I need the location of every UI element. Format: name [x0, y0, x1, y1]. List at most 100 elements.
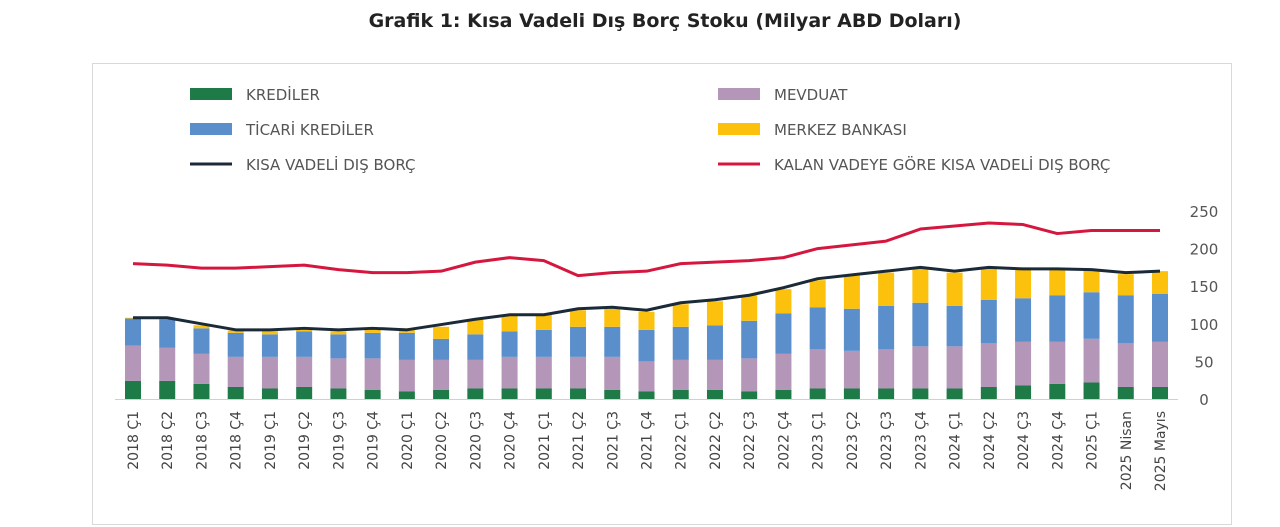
bar-ti-cari-kredi-ler: [125, 318, 141, 346]
bar-merkez-bankasi: [1117, 274, 1134, 296]
y-tick-label: 250: [1190, 203, 1219, 221]
bar-kredi-ler: [1117, 386, 1134, 399]
bar-ti-cari-kredi-ler: [980, 299, 997, 344]
bar-merkez-bankasi: [706, 301, 723, 326]
x-tick-label: 2019 Ç4: [366, 411, 382, 470]
bar-ti-cari-kredi-ler: [330, 334, 347, 359]
legend-swatch: [718, 88, 760, 100]
x-tick-label: 2025 Nisan: [1119, 411, 1135, 490]
chart-title: Grafik 1: Kısa Vadeli Dış Borç Stoku (Mi…: [368, 10, 962, 32]
legend-label: TİCARİ KREDİLER: [245, 120, 374, 139]
x-tick-label: 2019 Ç1: [263, 411, 279, 470]
bar-ti-cari-kredi-ler: [570, 326, 587, 357]
x-tick-label: 2020 Ç3: [468, 411, 484, 470]
bar-merkez-bankasi: [570, 310, 587, 327]
bar-kredi-ler: [467, 388, 484, 399]
bar-ti-cari-kredi-ler: [706, 325, 723, 360]
bar-kredi-ler: [741, 391, 758, 399]
bar-kredi-ler: [672, 389, 689, 399]
bar-merkez-bankasi: [364, 328, 381, 333]
bar-ti-cari-kredi-ler: [296, 331, 313, 357]
bar-ti-cari-kredi-ler: [672, 326, 689, 360]
bar-merkez-bankasi: [1152, 271, 1168, 294]
x-tick-label: 2020 Ç1: [400, 411, 416, 470]
bar-ti-cari-kredi-ler: [912, 302, 929, 347]
bar-mevduat: [159, 347, 176, 381]
bar-mevduat: [227, 356, 244, 387]
bar-ti-cari-kredi-ler: [261, 334, 278, 357]
bar-merkez-bankasi: [296, 329, 313, 332]
legend-label: KISA VADELİ DIŞ BORÇ: [246, 155, 415, 174]
bar-mevduat: [946, 346, 963, 389]
x-tick-label: 2024 Ç1: [948, 411, 964, 470]
bar-kredi-ler: [501, 388, 518, 399]
x-tick-label: 2025 Mayıs: [1153, 411, 1169, 491]
bar-ti-cari-kredi-ler: [775, 313, 792, 354]
bar-merkez-bankasi: [878, 272, 895, 306]
bar-ti-cari-kredi-ler: [193, 328, 210, 354]
x-tick-label: 2022 Ç1: [674, 411, 690, 470]
bar-mevduat: [775, 353, 792, 390]
legend-label: MERKEZ BANKASI: [774, 121, 907, 139]
legend-swatch: [718, 123, 760, 135]
bar-kredi-ler: [535, 388, 552, 399]
legend-label: MEVDUAT: [774, 86, 848, 104]
x-tick-label: 2018 Ç1: [126, 411, 142, 470]
x-tick-label: 2025 Ç1: [1085, 411, 1101, 470]
bar-kredi-ler: [980, 386, 997, 399]
bar-kredi-ler: [125, 380, 141, 399]
bar-ti-cari-kredi-ler: [809, 307, 826, 350]
bar-kredi-ler: [398, 391, 415, 399]
bar-merkez-bankasi: [1015, 269, 1032, 299]
bar-mevduat: [1015, 341, 1032, 386]
x-tick-label: 2023 Ç4: [913, 411, 929, 470]
x-tick-label: 2020 Ç4: [503, 411, 519, 470]
bar-kredi-ler: [330, 388, 347, 399]
bar-kredi-ler: [912, 388, 929, 399]
bar-kredi-ler: [433, 389, 450, 399]
y-tick-label: 50: [1194, 353, 1213, 371]
bar-merkez-bankasi: [604, 308, 621, 327]
x-tick-label: 2023 Ç1: [811, 411, 827, 470]
x-tick-label: 2023 Ç3: [879, 411, 895, 470]
bar-mevduat: [535, 356, 552, 389]
x-tick-label: 2024 Ç3: [1016, 411, 1032, 470]
bar-kredi-ler: [878, 388, 895, 399]
bar-ti-cari-kredi-ler: [1049, 295, 1066, 342]
bar-ti-cari-kredi-ler: [878, 305, 895, 350]
x-tick-label: 2021 Ç2: [571, 411, 587, 470]
bar-kredi-ler: [843, 388, 860, 399]
bar-ti-cari-kredi-ler: [535, 329, 552, 357]
bar-mevduat: [261, 356, 278, 389]
bar-mevduat: [1049, 341, 1066, 384]
bar-kredi-ler: [706, 389, 723, 399]
y-tick-label: 100: [1190, 316, 1219, 334]
bar-mevduat: [296, 356, 313, 387]
bar-ti-cari-kredi-ler: [1152, 293, 1168, 342]
x-tick-label: 2024 Ç2: [982, 411, 998, 470]
bar-mevduat: [638, 361, 655, 392]
x-tick-label: 2023 Ç2: [845, 411, 861, 470]
bar-ti-cari-kredi-ler: [638, 329, 655, 362]
bar-kredi-ler: [227, 386, 244, 399]
bar-merkez-bankasi: [809, 280, 826, 308]
bar-mevduat: [330, 358, 347, 389]
x-tick-label: 2020 Ç2: [434, 411, 450, 470]
bar-mevduat: [1083, 338, 1100, 383]
bar-kredi-ler: [364, 389, 381, 399]
bar-merkez-bankasi: [1049, 269, 1066, 296]
bar-merkez-bankasi: [261, 331, 278, 335]
bar-merkez-bankasi: [467, 319, 484, 335]
y-tick-label: 150: [1190, 278, 1219, 296]
bar-kredi-ler: [1015, 385, 1032, 399]
bar-mevduat: [433, 359, 450, 390]
bar-kredi-ler: [1152, 386, 1168, 399]
legend-label: KALAN VADEYE GÖRE KISA VADELİ DIŞ BORÇ: [774, 155, 1110, 174]
x-tick-label: 2024 Ç4: [1050, 411, 1066, 470]
bar-merkez-bankasi: [501, 314, 518, 332]
x-tick-label: 2019 Ç3: [331, 411, 347, 470]
chart-frame: [92, 63, 1232, 525]
x-tick-label: 2022 Ç3: [742, 411, 758, 470]
bar-mevduat: [570, 356, 587, 389]
